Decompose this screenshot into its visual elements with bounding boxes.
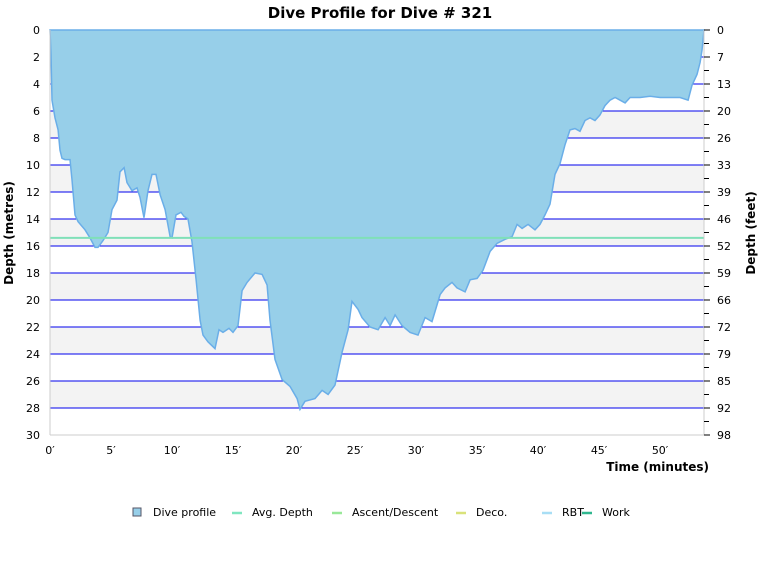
y-tick-label: 4 bbox=[33, 78, 40, 91]
y-right-tick-label: 33 bbox=[717, 159, 731, 172]
legend-item: RBT bbox=[542, 506, 584, 519]
x-tick-label: 0′ bbox=[45, 444, 55, 457]
legend-item: Avg. Depth bbox=[232, 506, 313, 519]
x-tick-label: 50′ bbox=[652, 444, 669, 457]
legend-label: Deco. bbox=[476, 506, 507, 519]
legend-label: Work bbox=[602, 506, 630, 519]
x-axis-ticks: 0′ 5′ 10′ 15′ 20′ 25′ 30′ 35′ 40′ 45′ 50′ bbox=[45, 444, 669, 457]
y-right-tick-label: 92 bbox=[717, 402, 731, 415]
y-tick-label: 28 bbox=[26, 402, 40, 415]
y-right-tick-label: 26 bbox=[717, 132, 731, 145]
legend-item: Work bbox=[582, 506, 630, 519]
legend: Dive profile Avg. Depth Ascent/Descent Deco… bbox=[132, 506, 630, 519]
y-tick-label: 22 bbox=[26, 321, 40, 334]
x-tick-label: 35′ bbox=[469, 444, 486, 457]
y-right-tick-label: 7 bbox=[717, 51, 724, 64]
y-right-axis-ticks: 0 7 13 20 26 33 39 46 52 59 66 72 79 85 92 98 bbox=[704, 24, 731, 442]
y-right-tick-label: 98 bbox=[717, 429, 731, 442]
legend-label: Avg. Depth bbox=[252, 506, 313, 519]
y-tick-label: 12 bbox=[26, 186, 40, 199]
y-right-tick-label: 46 bbox=[717, 213, 731, 226]
y-right-tick-label: 79 bbox=[717, 348, 731, 361]
y-axis-label: Depth (metres) bbox=[2, 181, 16, 285]
x-tick-label: 45′ bbox=[591, 444, 608, 457]
y-right-tick-label: 85 bbox=[717, 375, 731, 388]
grid-band bbox=[50, 381, 704, 408]
y-right-axis-label: Depth (feet) bbox=[744, 191, 758, 274]
y-right-tick-label: 20 bbox=[717, 105, 731, 118]
legend-label: RBT bbox=[562, 506, 584, 519]
x-tick-label: 15′ bbox=[225, 444, 242, 457]
y-right-tick-label: 52 bbox=[717, 240, 731, 253]
y-tick-label: 20 bbox=[26, 294, 40, 307]
chart-title: Dive Profile for Dive # 321 bbox=[268, 4, 492, 22]
x-tick-label: 25′ bbox=[347, 444, 364, 457]
y-tick-label: 18 bbox=[26, 267, 40, 280]
legend-swatch-box bbox=[132, 507, 142, 517]
x-tick-label: 30′ bbox=[408, 444, 425, 457]
y-right-tick-label: 39 bbox=[717, 186, 731, 199]
y-right-tick-label: 72 bbox=[717, 321, 731, 334]
x-tick-label: 40′ bbox=[530, 444, 547, 457]
y-tick-label: 10 bbox=[26, 159, 40, 172]
legend-label: Dive profile bbox=[153, 506, 216, 519]
x-axis-label: Time (minutes) bbox=[606, 460, 709, 474]
x-tick-label: 5′ bbox=[106, 444, 116, 457]
y-tick-label: 16 bbox=[26, 240, 40, 253]
y-tick-label: 26 bbox=[26, 375, 40, 388]
x-tick-label: 10′ bbox=[164, 444, 181, 457]
y-tick-label: 24 bbox=[26, 348, 40, 361]
y-tick-label: 2 bbox=[33, 51, 40, 64]
legend-item: Dive profile bbox=[132, 506, 216, 519]
y-right-tick-label: 66 bbox=[717, 294, 731, 307]
y-tick-label: 8 bbox=[33, 132, 40, 145]
legend-item: Ascent/Descent bbox=[332, 506, 439, 519]
x-tick-label: 20′ bbox=[286, 444, 303, 457]
y-right-tick-label: 59 bbox=[717, 267, 731, 280]
grid-band bbox=[50, 327, 704, 354]
y-tick-label: 30 bbox=[26, 429, 40, 442]
y-tick-label: 14 bbox=[26, 213, 40, 226]
y-right-tick-label: 13 bbox=[717, 78, 731, 91]
legend-item: Deco. bbox=[456, 506, 507, 519]
y-tick-label: 0 bbox=[33, 24, 40, 37]
legend-label: Ascent/Descent bbox=[352, 506, 439, 519]
y-right-tick-label: 0 bbox=[717, 24, 724, 37]
dive-profile-area bbox=[49, 29, 705, 412]
y-tick-label: 6 bbox=[33, 105, 40, 118]
